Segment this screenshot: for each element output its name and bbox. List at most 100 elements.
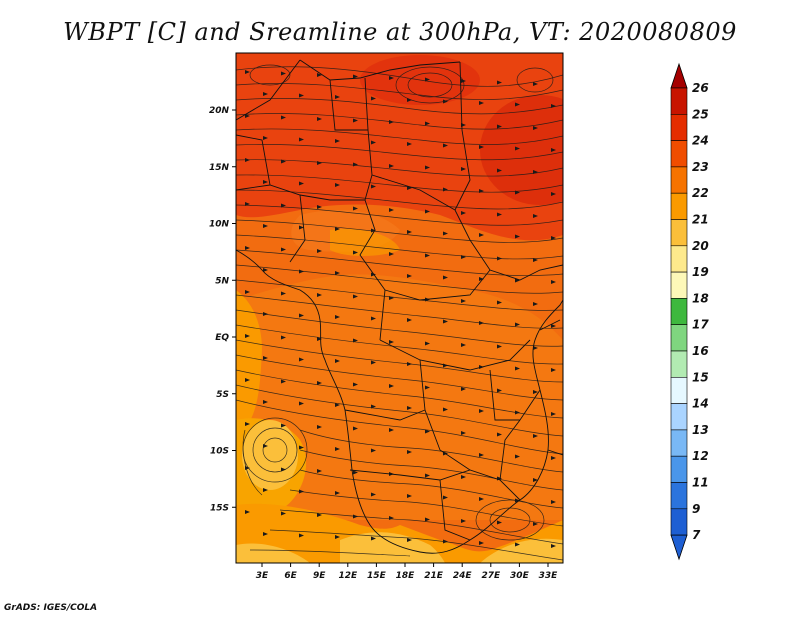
streamline-arrow (479, 453, 484, 457)
streamline-arrow (299, 445, 304, 450)
streamline-arrow (371, 536, 376, 541)
streamline-arrow (533, 258, 538, 262)
streamline-arrow (335, 491, 340, 495)
streamline-arrow (371, 360, 376, 365)
streamline-arrow (443, 143, 448, 148)
colorbar-swatch (670, 429, 688, 457)
streamline-arrow (461, 343, 466, 347)
streamline-arrow (245, 246, 250, 250)
streamline-arrow (263, 532, 268, 536)
colorbar-label: 21 (692, 213, 709, 227)
streamline-arrow (425, 209, 430, 214)
lat-tick-label: 10S (210, 447, 229, 457)
streamline-arrow (533, 346, 538, 350)
streamline-arrow (515, 102, 520, 107)
streamline-arrow (281, 423, 286, 428)
streamline-arrow (281, 115, 286, 120)
streamline-arrow (407, 274, 412, 278)
streamline-arrow (479, 321, 484, 325)
streamline-arrow (281, 203, 286, 208)
streamline-arrow (515, 234, 520, 239)
streamline-arrow (443, 99, 448, 104)
streamline-arrow (533, 478, 538, 482)
streamline-arrow (461, 431, 466, 435)
streamline-arrow (263, 400, 268, 404)
streamline-arrow (335, 315, 340, 319)
streamline-arrow (281, 71, 286, 76)
streamline-arrow (263, 268, 268, 272)
streamline-arrow (497, 388, 502, 393)
streamline-arrow (299, 137, 304, 142)
lon-tick-label: 24E (453, 571, 473, 581)
streamline-arrow (551, 368, 556, 372)
streamline-arrow (425, 341, 430, 346)
latitude-axis: 20N 15N 10N 5N EQ 5S 10S 15S (209, 106, 236, 513)
streamline-arrow (353, 382, 358, 387)
colorbar-swatch (670, 403, 688, 431)
streamline-arrow (371, 96, 376, 101)
streamline-arrow (353, 74, 358, 79)
streamline-arrow (353, 162, 358, 167)
lat-tick-label: 15N (209, 163, 230, 173)
streamline-arrow (281, 379, 286, 384)
streamline-arrow (479, 277, 484, 281)
streamline-arrow (335, 183, 340, 187)
streamline-arrow (515, 322, 520, 327)
streamline-arrow (533, 170, 538, 174)
streamline-arrow (317, 293, 322, 297)
streamline-arrow (407, 318, 412, 322)
streamline-arrow (245, 114, 250, 118)
streamline-arrow (389, 428, 394, 432)
streamline-arrow (551, 412, 556, 416)
colorbar-label: 16 (692, 344, 709, 358)
streamline-arrow (281, 467, 286, 472)
colorbar-label: 24 (692, 134, 709, 148)
streamline-arrow (515, 454, 520, 459)
streamline-arrow (299, 93, 304, 98)
streamline-arrow (515, 278, 520, 283)
streamline-arrow (443, 187, 448, 192)
streamline-arrow (245, 422, 250, 426)
colorbar-label: 7 (692, 528, 701, 542)
streamline-arrow (533, 302, 538, 306)
streamline-arrow (407, 142, 412, 146)
lat-tick-label: 10N (209, 220, 230, 230)
streamline-arrow (245, 158, 250, 162)
borders (236, 59, 563, 554)
streamline-arrow (479, 145, 484, 149)
streamline-arrow (317, 249, 322, 253)
colorbar-label: 15 (692, 370, 709, 384)
streamline-arrow (425, 473, 430, 478)
streamline-arrow (515, 498, 520, 503)
streamline-arrow (353, 514, 358, 519)
streamline-arrow (497, 212, 502, 217)
longitude-axis: 3E 6E 9E 12E 15E 18E 21E 24E 27E 30E 33E (256, 563, 558, 581)
streamline-arrow (497, 124, 502, 129)
streamline-arrow (353, 338, 358, 343)
streamline-arrow (389, 516, 394, 520)
streamline-arrow (497, 256, 502, 261)
streamline-arrow (353, 250, 358, 255)
colorbar-swatch (670, 192, 688, 220)
streamline-arrow (425, 77, 430, 82)
grads-credit: GrADS: IGES/COLA (4, 603, 98, 613)
streamline-arrow (245, 290, 250, 294)
colorbar-label: 26 (692, 81, 709, 95)
streamline-arrow (461, 79, 466, 83)
streamline-arrows (245, 70, 556, 548)
streamline-arrow (299, 401, 304, 406)
streamline-arrow (245, 466, 250, 470)
streamline-arrow (533, 522, 538, 526)
streamline-arrow (281, 247, 286, 252)
lat-tick-label: EQ (215, 333, 229, 343)
streamline-arrow (461, 255, 466, 259)
colorbar-top-arrow (670, 62, 688, 89)
streamline-arrow (335, 139, 340, 143)
streamline-arrow (551, 280, 556, 284)
streamline-arrow (479, 497, 484, 501)
colorbar-swatch (670, 508, 688, 536)
streamline-arrow (551, 324, 556, 328)
streamline-arrow (551, 500, 556, 504)
lon-tick-label: 9E (313, 571, 326, 581)
streamline-arrow (263, 180, 268, 184)
